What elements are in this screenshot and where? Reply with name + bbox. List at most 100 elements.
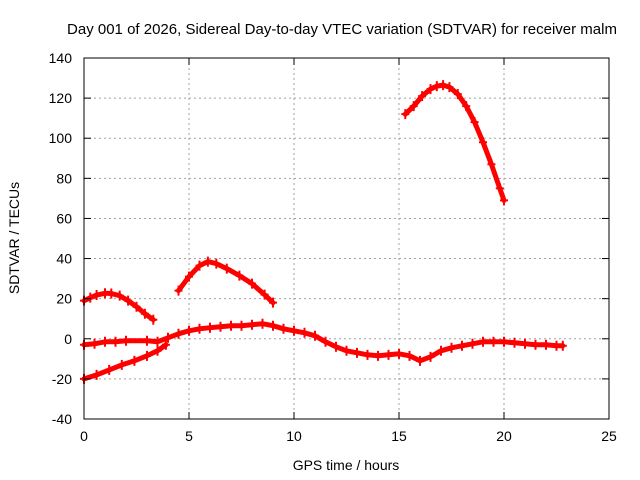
data-point [174,285,183,296]
chart-title: Day 001 of 2026, Sidereal Day-to-day VTE… [67,21,617,38]
y-tick-label: 140 [49,50,73,66]
series-arc-1 [80,288,158,325]
series-band [81,321,566,364]
y-tick-label: -40 [52,411,72,427]
data-point [332,341,340,352]
data-point [432,81,441,92]
data-point [510,337,519,348]
data-point [258,318,267,329]
data-point [122,335,130,346]
data-point [479,336,487,347]
data-series [80,80,567,384]
data-point [101,336,109,347]
data-point [290,325,298,336]
series-arc-3 [174,256,277,308]
data-point [558,340,567,351]
x-tick-label: 15 [391,428,407,444]
data-point [279,323,288,334]
y-tick-label: 40 [56,251,72,267]
data-point [161,339,170,350]
data-point [140,308,149,319]
data-point [321,336,330,347]
data-point [185,271,193,282]
data-point [86,292,95,303]
data-point [384,349,393,360]
data-point [418,91,427,102]
plot-frame [83,57,610,420]
data-point [185,325,193,336]
data-point [405,350,414,361]
x-tick-label: 25 [601,428,617,444]
data-point [374,350,382,361]
data-point [90,338,99,349]
data-point [489,336,498,347]
data-point [426,84,435,95]
x-tick-label: 10 [286,428,302,444]
series-arc-2 [80,339,170,384]
data-point [542,339,550,350]
data-point [227,320,235,331]
data-point [300,327,309,338]
series-arc-5 [80,318,567,366]
data-point [353,347,361,358]
y-tick-label: 20 [56,291,72,307]
data-point [115,290,124,301]
data-point [453,89,462,100]
data-point [132,301,141,312]
data-point [437,345,445,356]
data-point [260,289,269,300]
data-point [105,364,114,375]
series-band [176,259,276,306]
data-point [195,260,204,271]
data-point [487,159,496,170]
data-point [458,340,466,351]
data-point [149,314,158,325]
data-point [521,338,529,349]
series-band [81,290,156,323]
y-tick-label: 120 [49,90,73,106]
y-tick-label: 100 [49,130,73,146]
series-band [402,82,507,203]
data-point [248,278,256,289]
data-point [164,332,172,343]
data-point [206,322,214,333]
x-tick-label: 5 [185,428,193,444]
data-point [269,320,277,331]
data-point [124,295,133,306]
data-point [500,336,508,347]
data-point [401,109,410,120]
data-point [311,330,319,341]
data-point [117,359,126,370]
data-point [143,335,151,346]
data-point [107,288,116,299]
data-point [153,345,162,356]
data-point [342,345,351,356]
data-point [216,321,225,332]
data-point [153,336,162,347]
data-point [447,342,456,353]
data-point [470,117,479,128]
data-point [222,263,231,274]
x-axis-label: GPS time / hours [293,457,400,473]
data-point [445,82,454,93]
data-point [462,101,471,112]
data-point [203,256,212,267]
data-point [439,80,448,91]
y-axis-label: SDTVAR / TECUs [6,182,22,294]
data-point [195,323,204,334]
data-point [174,328,183,339]
x-tick-label: 20 [496,428,512,444]
grid-lines [84,58,609,419]
data-point [248,319,256,330]
data-point [416,355,424,366]
data-point [235,270,244,281]
data-point [479,137,487,148]
data-point [426,351,435,362]
y-tick-label: 60 [56,210,72,226]
data-point [111,336,120,347]
data-point [500,195,508,206]
data-point [237,320,246,331]
data-point [531,339,540,350]
